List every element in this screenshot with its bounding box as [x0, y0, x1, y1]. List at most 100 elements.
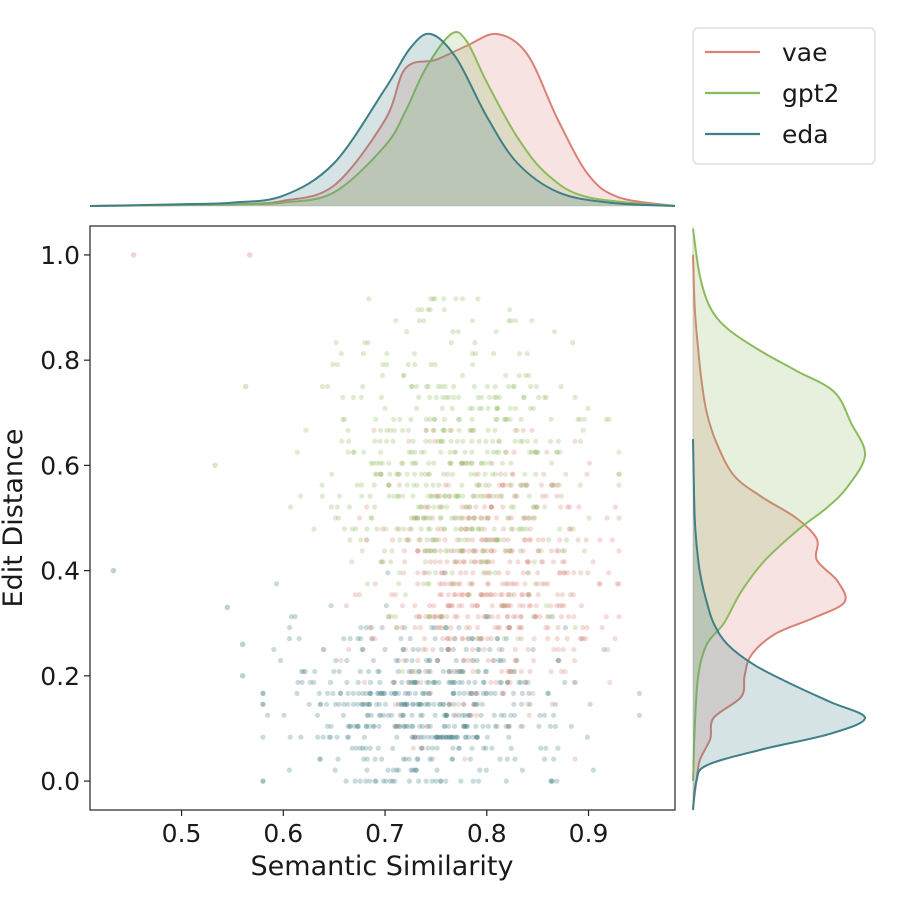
scatter-point-gpt2	[533, 383, 540, 390]
scatter-point-gpt2	[449, 405, 455, 411]
scatter-point-gpt2	[577, 416, 583, 422]
scatter-point-gpt2	[496, 537, 502, 543]
scatter-point-gpt2	[455, 416, 461, 422]
scatter-point-eda	[373, 778, 379, 784]
scatter-point-vae	[485, 570, 491, 576]
scatter-point-eda	[571, 679, 577, 686]
scatter-point-vae	[459, 592, 465, 598]
scatter-point-gpt2	[425, 307, 431, 313]
scatter-point-vae	[500, 581, 506, 587]
scatter-point-gpt2	[518, 526, 524, 532]
scatter-point-eda	[344, 734, 351, 740]
scatter-point-vae	[499, 592, 505, 598]
scatter-point-gpt2	[288, 504, 294, 510]
scatter-point-eda	[287, 734, 293, 740]
scatter-point-vae	[542, 581, 548, 587]
scatter-point-gpt2	[396, 493, 402, 499]
scatter-point-gpt2	[390, 438, 396, 444]
scatter-point-vae	[489, 537, 495, 543]
legend-label-gpt2: gpt2	[782, 79, 839, 108]
scatter-point-eda	[365, 712, 371, 718]
scatter-point-eda	[368, 625, 375, 631]
scatter-point-eda	[506, 625, 512, 631]
scatter-point-vae	[501, 603, 507, 609]
scatter-point-gpt2	[563, 471, 569, 477]
scatter-point-eda	[349, 745, 355, 751]
scatter-point-gpt2	[404, 471, 410, 477]
scatter-point-eda	[332, 767, 338, 773]
scatter-point-gpt2	[532, 515, 538, 521]
scatter-point-eda	[366, 668, 372, 675]
scatter-point-gpt2	[581, 416, 587, 422]
scatter-point-gpt2	[482, 471, 488, 477]
scatter-point-vae	[465, 657, 471, 664]
scatter-point-vae	[586, 460, 593, 466]
scatter-point-gpt2	[492, 427, 498, 433]
scatter-point-gpt2	[552, 329, 558, 335]
scatter-point-gpt2	[439, 614, 445, 620]
scatter-point-vae	[481, 504, 488, 510]
scatter-point-eda	[469, 636, 475, 642]
scatter-point-vae	[478, 537, 484, 543]
scatter-point-gpt2	[531, 559, 537, 565]
scatter-point-vae	[485, 581, 491, 587]
scatter-point-eda	[474, 734, 480, 740]
scatter-point-vae	[510, 471, 516, 477]
scatter-point-vae	[448, 625, 454, 631]
scatter-point-gpt2	[427, 416, 433, 422]
scatter-point-gpt2	[394, 471, 400, 477]
scatter-point-gpt2	[338, 351, 344, 357]
scatter-point-gpt2	[471, 383, 477, 390]
scatter-point-vae	[458, 570, 464, 576]
scatter-point-eda	[326, 734, 332, 740]
scatter-point-vae	[557, 570, 563, 576]
scatter-point-gpt2	[493, 416, 499, 422]
scatter-point-vae	[535, 548, 541, 554]
scatter-point-eda	[432, 636, 438, 642]
scatter-point-eda	[416, 668, 422, 675]
scatter-point-vae	[503, 548, 509, 554]
scatter-point-eda	[508, 745, 514, 751]
scatter-point-vae	[411, 515, 417, 521]
scatter-point-gpt2	[370, 460, 376, 466]
scatter-point-eda	[376, 712, 382, 718]
scatter-point-gpt2	[448, 438, 454, 444]
scatter-point-eda	[287, 625, 293, 631]
scatter-point-eda	[277, 657, 284, 664]
scatter-point-gpt2	[438, 438, 444, 444]
scatter-point-gpt2	[388, 614, 394, 620]
scatter-point-gpt2	[431, 504, 437, 510]
scatter-point-eda	[434, 745, 440, 751]
scatter-point-eda	[395, 701, 401, 707]
scatter-point-eda	[415, 646, 421, 653]
scatter-point-eda	[419, 690, 425, 697]
scatter-point-gpt2	[460, 460, 466, 466]
scatter-point-vae	[539, 581, 545, 587]
scatter-point-vae	[389, 537, 396, 543]
scatter-point-gpt2	[391, 427, 397, 433]
scatter-point-gpt2	[466, 460, 472, 466]
scatter-point-gpt2	[533, 438, 539, 444]
scatter-point-gpt2	[518, 416, 524, 422]
scatter-point-gpt2	[412, 449, 418, 455]
scatter-point-gpt2	[324, 383, 331, 390]
scatter-point-vae	[518, 668, 524, 675]
scatter-point-vae	[437, 581, 443, 587]
scatter-point-eda	[481, 679, 487, 686]
scatter-point-gpt2	[510, 504, 517, 510]
scatter-point-eda	[383, 778, 389, 784]
scatter-point-gpt2	[416, 394, 422, 400]
scatter-point-vae	[377, 471, 383, 477]
scatter-point-eda	[446, 679, 452, 686]
scatter-point-gpt2	[328, 504, 334, 510]
scatter-point-vae	[532, 614, 538, 620]
scatter-point-gpt2	[496, 394, 503, 400]
scatter-point-eda	[474, 734, 480, 740]
scatter-point-eda	[462, 734, 468, 740]
scatter-point-eda	[601, 646, 607, 653]
scatter-point-vae	[422, 548, 429, 554]
scatter-point-eda	[392, 723, 398, 729]
scatter-point-vae	[361, 679, 368, 686]
scatter-point-eda	[460, 723, 467, 729]
scatter-point-gpt2	[411, 460, 418, 466]
